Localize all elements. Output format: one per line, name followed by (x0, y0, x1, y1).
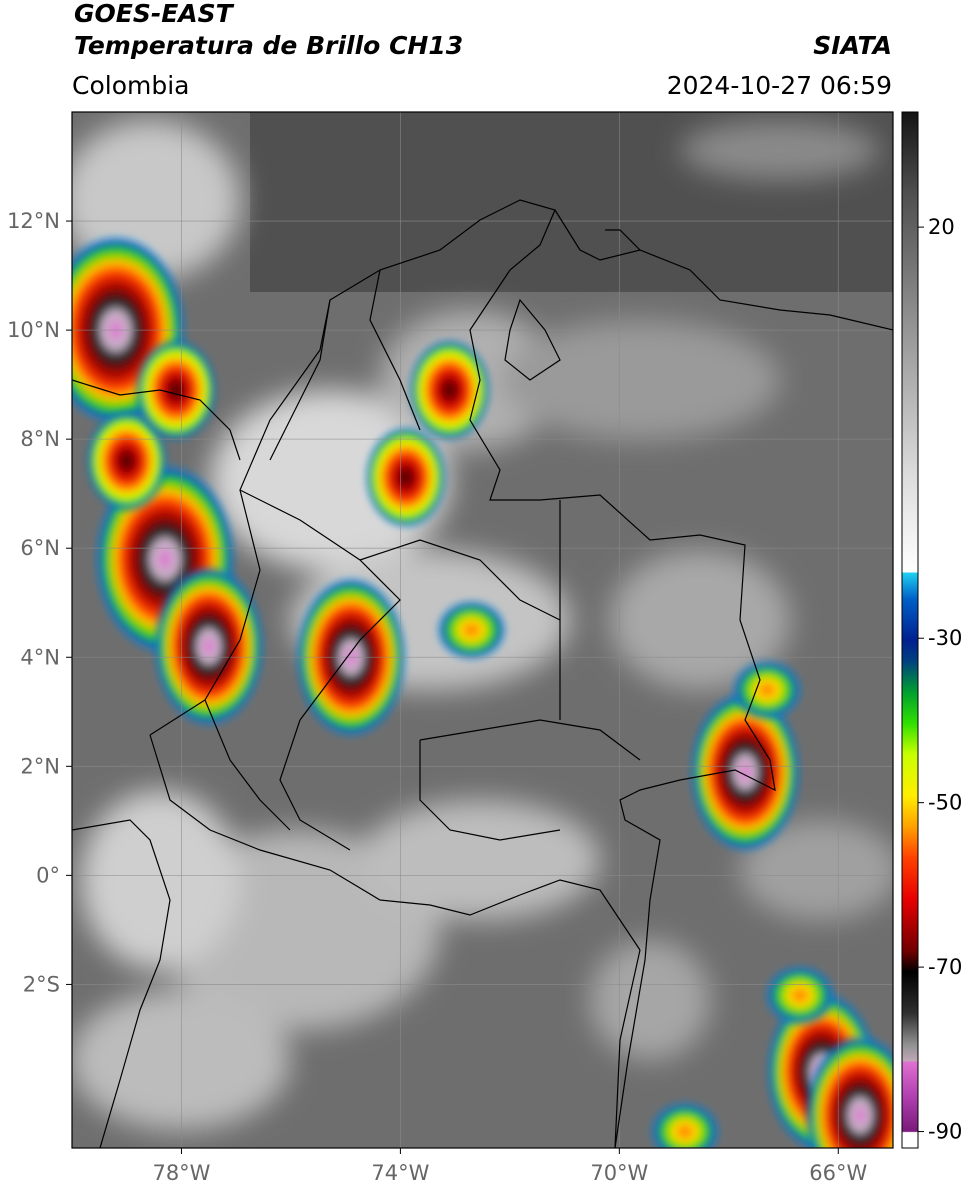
storm-cell (690, 691, 801, 852)
lon-tick-label: 70°W (590, 1161, 648, 1185)
latitude-labels: 12°N 10°N 8°N 6°N 4°N 2°N 0° 2°S (7, 209, 72, 996)
datetime-label: 2024-10-27 06:59 (666, 71, 892, 100)
colorbar-tick-label: -90 (928, 1120, 962, 1144)
colorbar (901, 111, 919, 1149)
country-borders (72, 199, 893, 1148)
storm-cell (365, 427, 446, 528)
lat-tick-label: 0° (36, 863, 60, 887)
map-frame (71, 111, 894, 1149)
lon-tick-label: 74°W (371, 1161, 429, 1185)
storm-cell (436, 600, 507, 660)
lat-tick-label: 2°N (20, 754, 60, 778)
lake-maracaibo (504, 298, 561, 381)
storm-cells (72, 235, 893, 1148)
storm-cell (650, 1101, 721, 1148)
interior-line-3 (419, 719, 641, 761)
region-label: Colombia (72, 71, 190, 100)
storm-cell (153, 566, 264, 727)
storm-cell (135, 340, 216, 441)
agency-label: SIATA (813, 31, 892, 60)
storm-cell (86, 410, 167, 511)
brazil-border (614, 949, 641, 1148)
storm-cell (732, 659, 803, 720)
interior-line-1 (239, 489, 401, 721)
lat-tick-label: 8°N (20, 427, 60, 451)
interior-line-10 (605, 229, 641, 251)
storm-cell (764, 965, 835, 1026)
venezuela-coast (554, 209, 893, 331)
longitude-labels: 78°W 74°W 70°W 66°W (152, 1148, 867, 1185)
lat-tick-label: 2°S (23, 972, 60, 996)
ecuador-peru-border (149, 734, 641, 951)
coast-south (72, 819, 171, 1148)
colorbar-tick-label: -50 (928, 791, 962, 815)
lat-tick-label: 6°N (20, 536, 60, 560)
lat-tick-label: 4°N (20, 645, 60, 669)
lat-tick-label: 10°N (7, 318, 60, 342)
interior-line-2 (359, 539, 561, 621)
colorbar-tick-label: -30 (928, 626, 962, 650)
interior-line-8 (369, 269, 421, 431)
storm-cell (409, 340, 490, 441)
storm-cell (805, 1035, 893, 1148)
product-title: Temperatura de Brillo CH13 (74, 31, 464, 60)
lon-tick-label: 66°W (809, 1161, 867, 1185)
interior-line-6 (279, 719, 351, 851)
lon-tick-label: 78°W (152, 1161, 210, 1185)
colorbar-ticks: 20 -30 -50 -70 -90 (918, 215, 962, 1144)
satellite-title: GOES-EAST (74, 0, 233, 28)
panama-coast (72, 379, 241, 461)
interior-line-4 (419, 740, 561, 841)
colorbar-tick-label: 20 (928, 215, 955, 239)
lat-tick-label: 12°N (7, 209, 60, 233)
interior-line-9 (269, 299, 331, 461)
colorbar-tick-label: -70 (928, 955, 962, 979)
interior-line-7 (204, 699, 291, 831)
gridlines (72, 112, 893, 1148)
